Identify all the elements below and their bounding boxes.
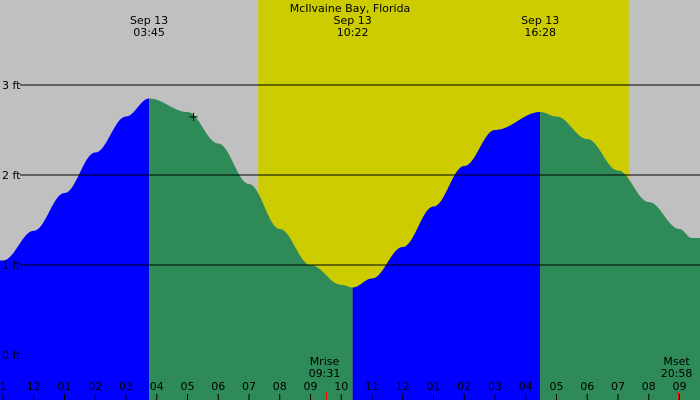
y-tick-label: 1 ft (2, 259, 21, 272)
tide-fill (0, 98, 700, 400)
x-tick-label: 01 (427, 380, 441, 393)
y-tick-label: 3 ft (2, 79, 21, 92)
moon-event-time: 20:58 (661, 367, 693, 380)
extreme-time-label: 10:22 (337, 26, 369, 39)
x-tick-label: 12 (396, 380, 410, 393)
chart-title: McIlvaine Bay, Florida (290, 2, 411, 15)
x-tick-label: 07 (611, 380, 625, 393)
extreme-time-label: 16:28 (524, 26, 556, 39)
x-tick-label: 04 (150, 380, 164, 393)
x-tick-label: 10 (334, 380, 348, 393)
x-tick-label: 08 (642, 380, 656, 393)
x-tick-label: 06 (211, 380, 225, 393)
x-tick-label: 03 (488, 380, 502, 393)
now-marker (189, 112, 198, 121)
x-tick-label: 1 (0, 380, 7, 393)
x-tick-label: 02 (88, 380, 102, 393)
x-tick-label: 09 (304, 380, 318, 393)
x-tick-label: 07 (242, 380, 256, 393)
moon-event-label: Mset (663, 355, 690, 368)
x-tick-label: 09 (673, 380, 687, 393)
x-tick-label: 11 (365, 380, 379, 393)
y-axis-labels: 0 ft 1 ft 2 ft 3 ft (2, 79, 21, 362)
extreme-time-label: 03:45 (133, 26, 165, 39)
x-tick-label: 06 (580, 380, 594, 393)
extreme-date-label: Sep 13 (130, 14, 168, 27)
moon-event-label: Mrise (310, 355, 340, 368)
tide-segment-falling-2 (540, 112, 700, 400)
extreme-date-label: Sep 13 (334, 14, 372, 27)
gridlines (20, 84, 700, 266)
x-tick-label: 05 (181, 380, 195, 393)
tide-segment-rising-2 (352, 112, 541, 400)
x-axis: 1 12 01 02 03 04 05 06 07 08 09 10 11 12 01 02 03 04 05 06 0… (0, 380, 687, 400)
x-tick-label: 12 (27, 380, 41, 393)
x-tick-label: 03 (119, 380, 133, 393)
y-tick-label: 0 ft (2, 349, 21, 362)
x-tick-label: 01 (58, 380, 72, 393)
x-tick-label: 04 (519, 380, 533, 393)
y-tick-label: 2 ft (2, 169, 21, 182)
tide-segment-falling-1 (149, 98, 353, 400)
extreme-date-label: Sep 13 (521, 14, 559, 27)
x-tick-label: 05 (550, 380, 564, 393)
moon-event-time: 09:31 (309, 367, 341, 380)
x-tick-label: 08 (273, 380, 287, 393)
x-tick-label: 02 (457, 380, 471, 393)
tide-segment-rising-1 (0, 98, 150, 400)
